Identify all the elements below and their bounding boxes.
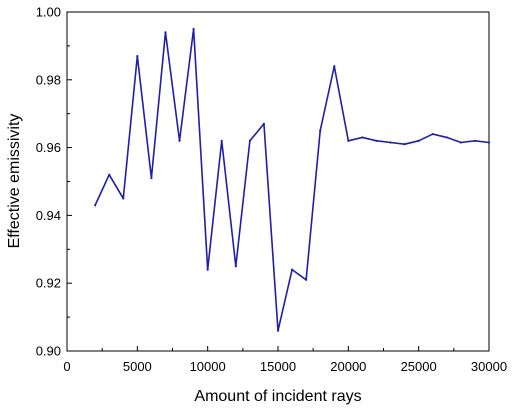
data-point <box>94 204 97 207</box>
data-point <box>361 136 364 139</box>
data-point <box>459 141 462 144</box>
x-tick-label: 10000 <box>190 359 226 374</box>
data-point <box>262 122 266 125</box>
data-point <box>150 177 153 180</box>
series-layer <box>94 27 491 332</box>
data-point <box>276 329 280 332</box>
y-tick-label: 1.00 <box>36 5 61 20</box>
data-point <box>305 278 308 281</box>
data-point <box>389 141 392 144</box>
data-point <box>136 54 139 58</box>
data-point <box>108 173 111 176</box>
data-point <box>178 139 181 142</box>
data-point <box>290 268 294 271</box>
data-point <box>487 141 491 144</box>
data-point <box>375 139 378 142</box>
x-tick-label: 15000 <box>260 359 296 374</box>
series-line <box>94 28 490 332</box>
data-point <box>192 27 195 31</box>
x-axis-title: Amount of incident rays <box>194 388 361 405</box>
y-tick-label: 0.98 <box>36 72 61 87</box>
y-axis-ticks: 0.90 0.92 0.94 0.96 0.98 1.00 <box>36 5 72 359</box>
y-tick-label: 0.90 <box>36 344 61 359</box>
data-point <box>403 143 406 146</box>
data-point <box>248 139 251 142</box>
data-point <box>220 139 223 142</box>
y-axis-title: Effective emissivity <box>6 114 23 249</box>
data-point <box>431 132 434 136</box>
data-point <box>473 139 477 142</box>
plot-frame <box>66 11 490 352</box>
data-point <box>319 129 322 132</box>
x-tick-label: 5000 <box>123 359 152 374</box>
data-point <box>417 139 420 142</box>
y-tick-label: 0.92 <box>36 276 61 291</box>
y-tick-label: 0.94 <box>36 208 61 223</box>
x-tick-label: 20000 <box>330 359 366 374</box>
data-point <box>206 268 209 271</box>
x-axis-ticks: 0 5000 10000 15000 20000 25000 30000 <box>63 346 507 374</box>
y-tick-label: 0.96 <box>36 140 61 155</box>
x-tick-label: 25000 <box>401 359 437 374</box>
data-point <box>234 265 237 268</box>
x-tick-label: 0 <box>63 359 70 374</box>
data-point <box>445 136 448 139</box>
data-point <box>164 31 167 34</box>
x-tick-label: 30000 <box>471 359 507 374</box>
data-point <box>347 139 350 142</box>
data-point <box>333 65 336 68</box>
data-point <box>122 197 125 200</box>
